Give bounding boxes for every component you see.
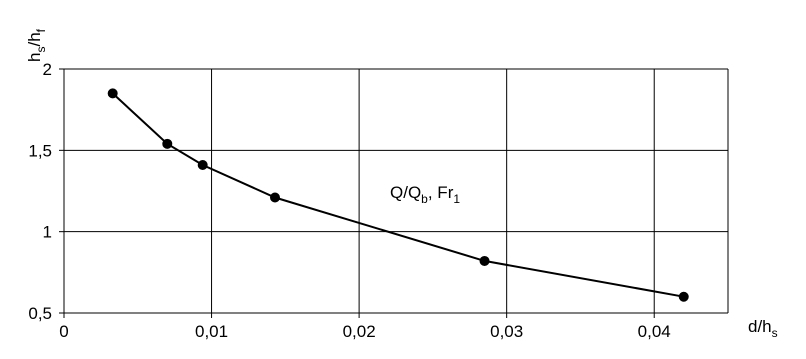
y-axis-title-sub1: s <box>34 47 48 53</box>
y-axis-title: hs/hf <box>25 28 48 62</box>
data-point <box>197 159 208 170</box>
y-tick-label: 1,5 <box>28 141 52 160</box>
y-axis-title-sub2: f <box>34 28 48 32</box>
data-point <box>479 255 490 266</box>
x-tick-label: 0,04 <box>638 322 671 341</box>
series-annotation: Q/Qb, Fr1 <box>390 183 460 206</box>
y-axis-title-part2: /h <box>25 32 44 46</box>
data-point <box>162 138 173 149</box>
data-point <box>678 291 689 302</box>
x-axis-title-main: d/h <box>748 317 772 336</box>
data-point <box>270 192 281 203</box>
grid-layer <box>64 69 728 313</box>
plot-frame <box>63 68 729 314</box>
annotation-sub1: b <box>421 192 428 206</box>
y-tick-label: 2 <box>43 60 52 79</box>
x-tick-label: 0,02 <box>343 322 376 341</box>
series-layer <box>107 88 689 302</box>
y-tick-label: 0,5 <box>28 304 52 323</box>
x-axis-title-sub: s <box>772 326 778 340</box>
annotation-sub2: 1 <box>453 192 460 206</box>
y-tick-label: 1 <box>43 223 52 242</box>
x-tick-label: 0,03 <box>490 322 523 341</box>
x-tick-label: 0,01 <box>195 322 228 341</box>
x-axis-title: d/hs <box>748 317 778 340</box>
x-tick-label: 0 <box>59 322 68 341</box>
annotation-part1: Q/Q <box>390 183 421 202</box>
y-axis-title-part1: h <box>25 53 44 62</box>
series-line <box>112 92 684 298</box>
tick-layer: 0,5 1 1,5 2 0 0,01 0,02 0,03 0,04 <box>28 60 670 341</box>
annotation-part2: , Fr <box>428 183 454 202</box>
data-point <box>107 88 118 99</box>
